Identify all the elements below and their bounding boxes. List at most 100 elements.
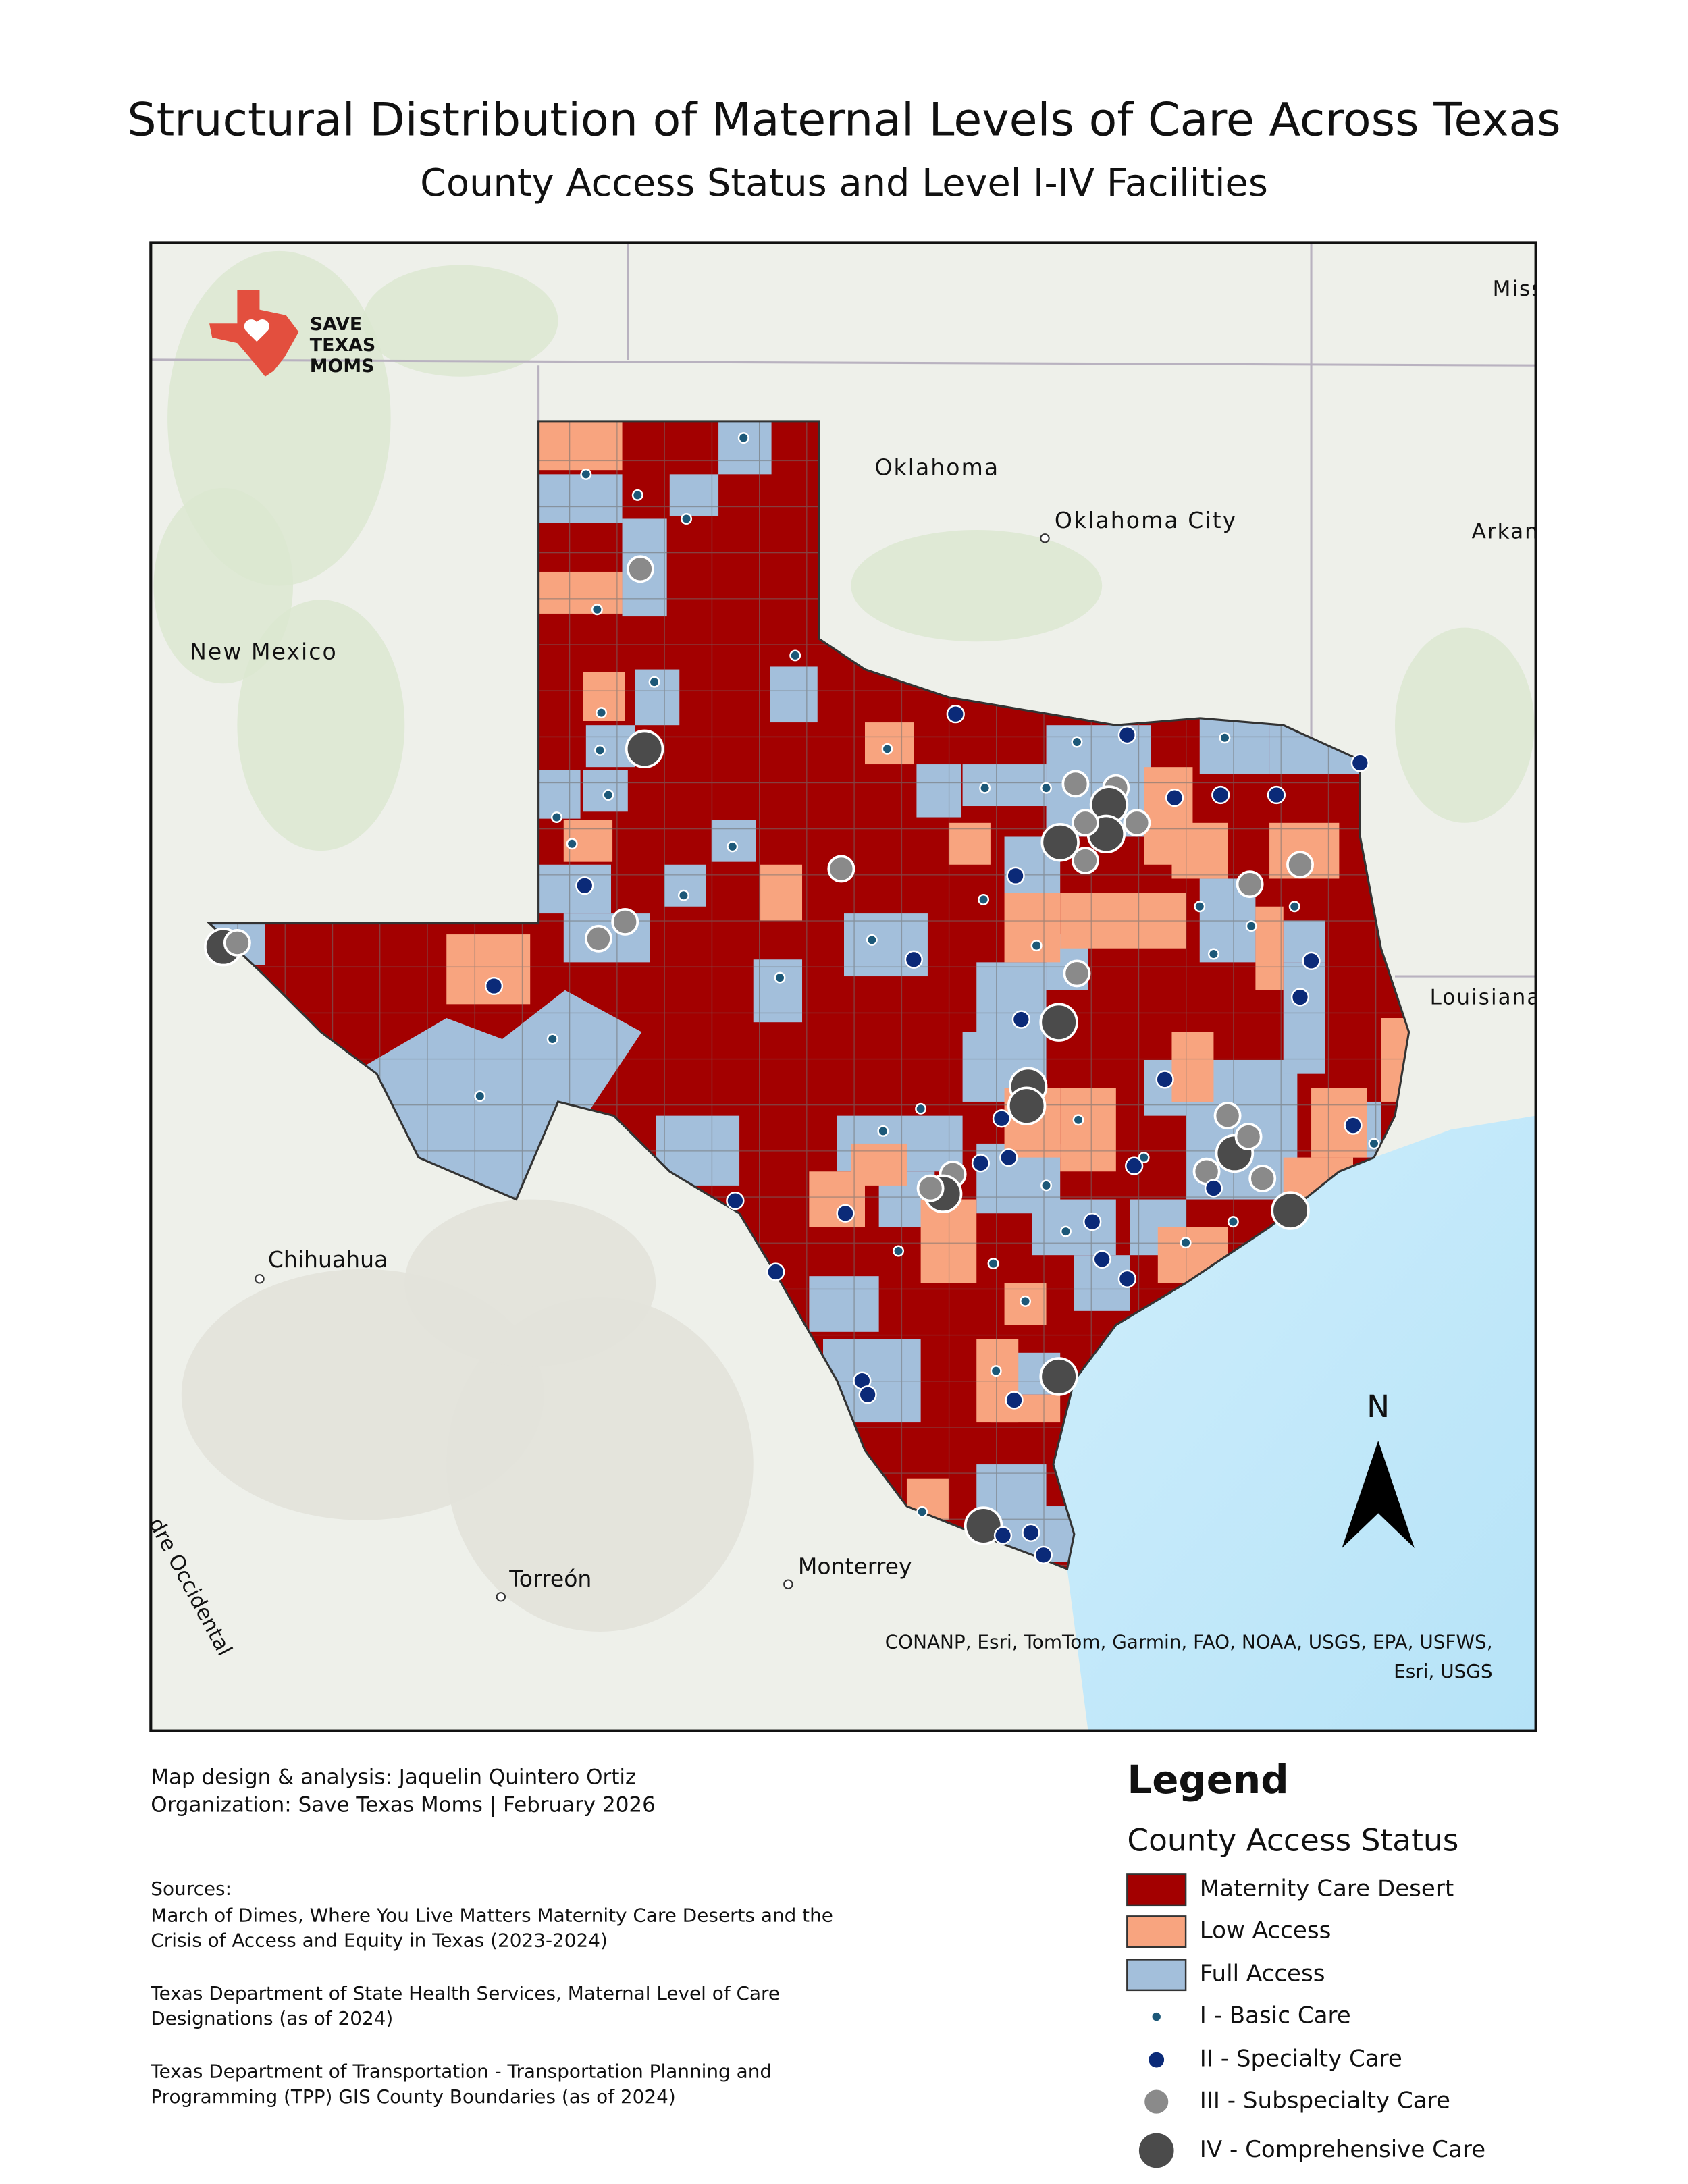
facility <box>677 889 689 901</box>
place-label: New Mexico <box>190 638 338 664</box>
facility <box>626 555 654 583</box>
facility <box>1011 1010 1030 1029</box>
source-line: Crisis of Access and Equity in Texas (20… <box>151 1929 608 1952</box>
texas-outline <box>207 420 1410 1571</box>
place-label: Oklahoma City <box>1055 507 1237 533</box>
facility <box>1211 785 1230 805</box>
facility <box>1227 1216 1239 1228</box>
facility <box>611 908 639 936</box>
map: Oklahoma Oklahoma City New Mexico Miss Arkan… <box>151 242 1544 1731</box>
sources-heading: Sources: <box>151 1877 232 1900</box>
terrain <box>363 265 558 377</box>
source-line: Designations (as of 2024) <box>151 2007 393 2029</box>
facility <box>893 1245 905 1257</box>
place-label: Monterrey <box>798 1553 912 1579</box>
facility <box>1350 753 1369 772</box>
place-label: Louisiana <box>1430 986 1541 1010</box>
facility <box>575 876 594 895</box>
facility <box>774 971 786 984</box>
terrain <box>153 488 294 684</box>
facility <box>596 707 608 719</box>
facility <box>881 743 893 755</box>
legend-label: I - Basic Care <box>1200 2002 1351 2029</box>
facility <box>602 789 614 801</box>
facility <box>1071 736 1083 748</box>
facility <box>1267 785 1286 805</box>
facility <box>1286 851 1314 879</box>
facility <box>1165 788 1184 807</box>
facility <box>594 744 606 756</box>
facility <box>1083 1212 1102 1231</box>
facility <box>990 1365 1002 1377</box>
legend-label: Low Access <box>1200 1917 1331 1944</box>
legend-label: Full Access <box>1200 1961 1325 1988</box>
facility <box>827 855 855 883</box>
terrain <box>404 1199 656 1367</box>
facility <box>1061 770 1090 798</box>
title: Structural Distribution of Maternal Leve… <box>127 93 1560 147</box>
facility <box>1194 901 1206 913</box>
facility <box>726 1191 745 1210</box>
north-label: N <box>1367 1389 1390 1424</box>
facility <box>858 1385 877 1404</box>
facility <box>1040 782 1053 794</box>
facility <box>1020 1295 1032 1307</box>
city-dot <box>255 1274 265 1284</box>
facility <box>979 782 991 794</box>
facility <box>999 1148 1018 1167</box>
facility <box>1039 1003 1078 1042</box>
facility <box>631 489 643 501</box>
facility <box>916 1506 928 1518</box>
facility <box>1290 988 1310 1007</box>
facility <box>971 1154 991 1173</box>
facility <box>1022 1523 1040 1542</box>
facility <box>1204 1179 1223 1198</box>
facility <box>1006 866 1025 885</box>
facility <box>992 1109 1011 1128</box>
facility <box>550 811 562 824</box>
facility <box>580 468 592 480</box>
facility <box>737 432 749 444</box>
facility <box>993 1526 1013 1545</box>
facility <box>1117 726 1136 745</box>
facility <box>1213 1102 1242 1130</box>
facility <box>546 1033 558 1045</box>
source-line: Texas Department of State Health Service… <box>150 1982 780 2004</box>
facility <box>866 934 878 946</box>
facility <box>1245 920 1257 932</box>
gulf <box>1053 1115 1536 1731</box>
facility <box>1034 1545 1053 1564</box>
place-label: Miss <box>1493 277 1544 301</box>
legend-marker <box>1143 2088 1170 2115</box>
facility <box>1007 1086 1047 1125</box>
facility <box>877 1125 889 1137</box>
terrain <box>851 529 1103 642</box>
facility <box>1040 1179 1053 1192</box>
logo-text: TEXAS <box>310 335 375 356</box>
legend-swatch <box>1126 1959 1187 1992</box>
legend-title: Legend <box>1127 1757 1288 1803</box>
city-dot <box>496 1592 506 1602</box>
facility <box>1071 809 1099 837</box>
map-frame <box>149 241 1537 1732</box>
facility <box>946 705 965 724</box>
facility <box>1302 951 1321 970</box>
logo-heart <box>244 319 269 342</box>
facility <box>789 649 801 662</box>
legend-swatch <box>1126 1915 1187 1948</box>
facility <box>1180 1237 1192 1249</box>
facility <box>904 950 923 969</box>
facility <box>915 1102 927 1115</box>
legend-label: II - Specialty Care <box>1200 2046 1402 2073</box>
facility <box>1248 1165 1277 1193</box>
facility <box>1072 1114 1084 1126</box>
city-dot <box>1040 533 1050 543</box>
facility <box>1368 1138 1380 1150</box>
facility <box>1155 1070 1174 1089</box>
subtitle: County Access Status and Level I-IV Faci… <box>420 161 1268 205</box>
facility <box>1117 1269 1136 1288</box>
legend-swatch <box>1126 1873 1187 1907</box>
legend-label: Maternity Care Desert <box>1200 1875 1454 1902</box>
